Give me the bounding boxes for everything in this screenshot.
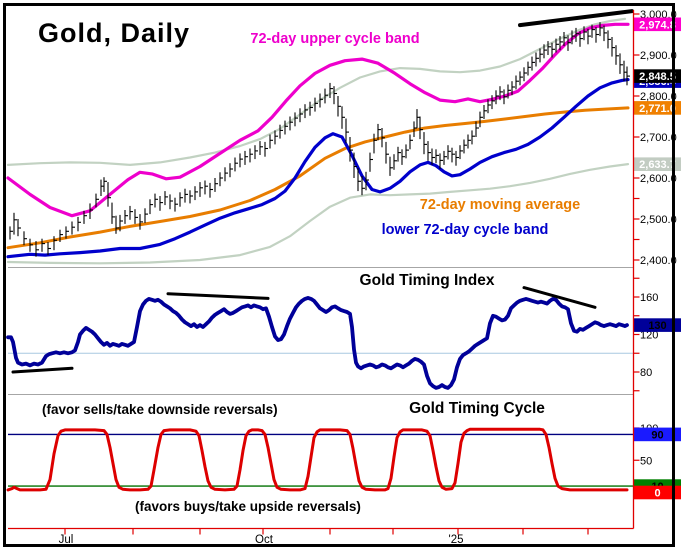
page-title: Gold, Daily	[38, 18, 191, 48]
cycle-panel-title: Gold Timing Cycle	[409, 400, 545, 417]
upper-cycle-band-label: 72-day upper cycle band	[250, 31, 420, 47]
last-price-value: 2,848.5	[639, 71, 676, 83]
moving-average-label: 72-day moving average	[419, 197, 581, 213]
y-axis-tick-label: 120	[640, 330, 658, 342]
y-axis-tick-label: 2,800.0	[640, 91, 677, 103]
lower-envelope-value-badge	[633, 157, 681, 171]
y-axis-tick-label: 2,400.0	[640, 255, 677, 267]
series-lower-72-day-cycle-band	[6, 77, 630, 259]
last-price-value-badge	[633, 69, 681, 83]
gold-timing-cycle-line	[6, 427, 629, 492]
index-trendline	[166, 292, 270, 300]
x-axis-label: '25	[449, 534, 464, 546]
index-trendline	[11, 366, 74, 374]
index-trendline	[522, 286, 597, 309]
index-last-value: 130	[648, 320, 666, 332]
y-axis-tick-label: 2,900.0	[640, 50, 677, 62]
gold-timing-index-line	[6, 295, 629, 390]
x-axis-label: Oct	[255, 534, 274, 546]
y-axis-tick-label: 2,700.0	[640, 132, 677, 144]
y-axis-tick-label: 80	[640, 367, 652, 379]
y-axis-tick-label: 160	[640, 292, 658, 304]
cycle-upper-threshold-value: 90	[651, 429, 663, 441]
index-last-value-badge	[633, 318, 681, 332]
price-resistance-trendline	[518, 9, 634, 28]
upper-cycle-band-value: 2,974.8	[639, 19, 676, 31]
y-axis-tick-label: 2,600.0	[640, 173, 677, 185]
favor-sells-note: (favor sells/take downside reversals)	[42, 402, 278, 417]
series-lower-envelope-band	[6, 163, 630, 265]
series-72-day-upper-cycle-band	[6, 22, 630, 218]
y-axis-tick-label: 50	[640, 455, 652, 467]
lower-cycle-band-label: lower 72-day cycle band	[381, 222, 549, 238]
moving-average-value: 2,771.0	[639, 103, 676, 115]
cycle-last-value-badge	[633, 485, 681, 500]
moving-average-value-badge	[633, 101, 681, 115]
series-upper-envelope-band	[6, 17, 627, 166]
y-axis-tick-label: 2,500.0	[640, 214, 677, 226]
cycle-last-value: 0	[654, 488, 660, 500]
favor-buys-note: (favors buys/take upside reversals)	[135, 499, 361, 514]
x-axis-label: Jul	[59, 534, 74, 546]
lower-envelope-value: 2,633.7	[639, 159, 676, 171]
index-panel-title: Gold Timing Index	[359, 272, 495, 289]
upper-cycle-band-value-badge	[633, 17, 681, 32]
cycle-upper-threshold-value-badge	[633, 427, 681, 442]
